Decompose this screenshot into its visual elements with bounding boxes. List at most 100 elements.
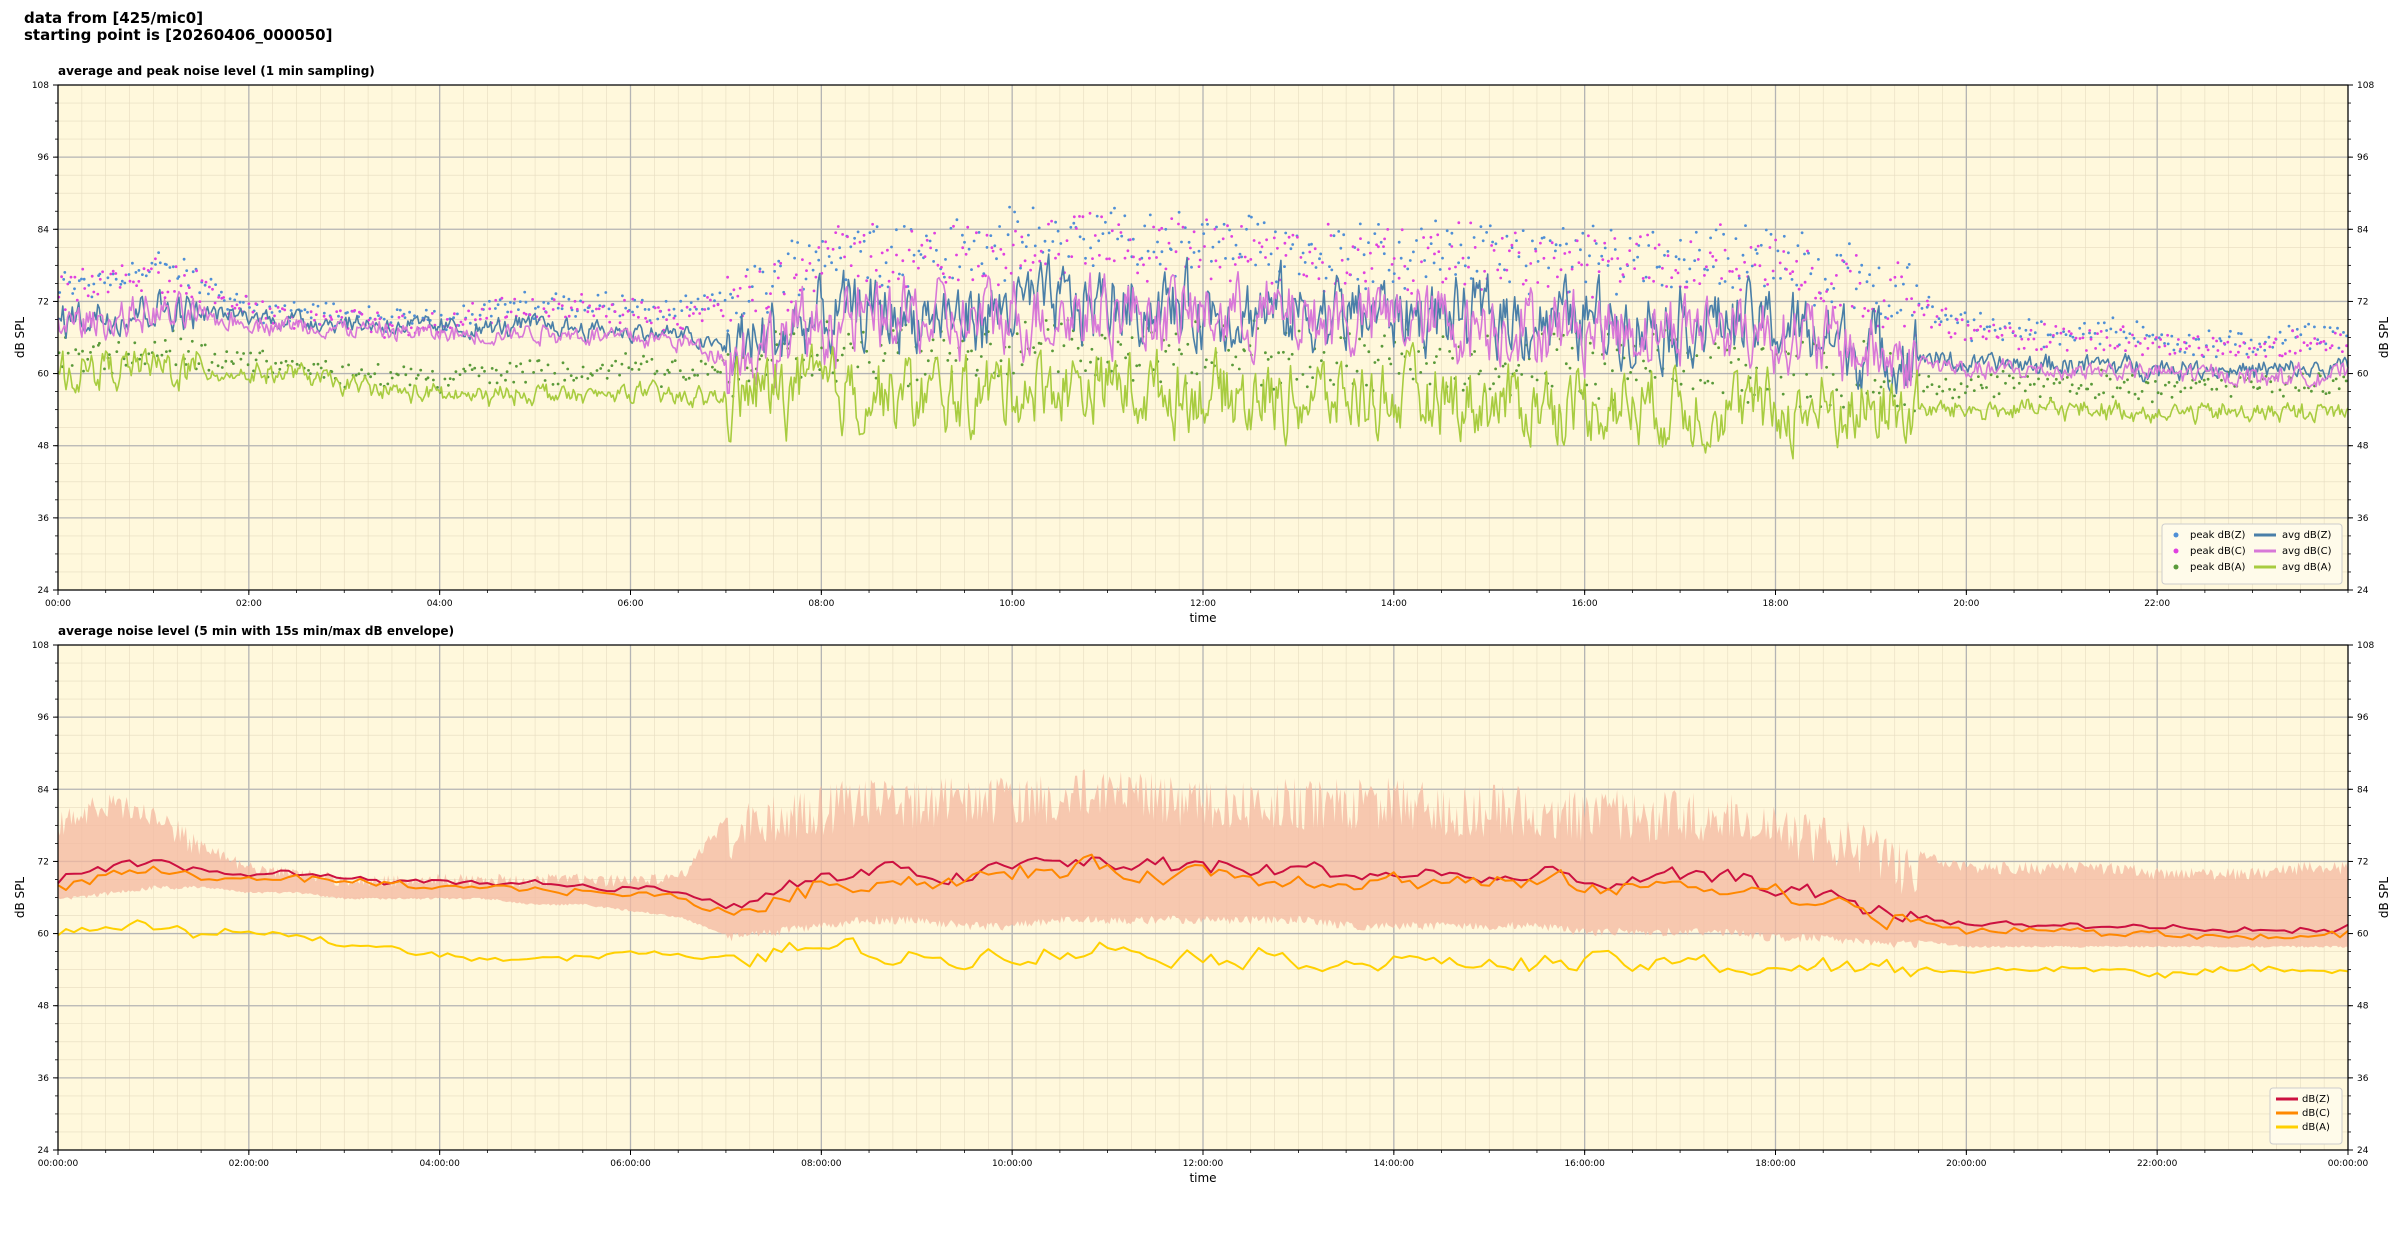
- data-point: [856, 230, 860, 234]
- data-point: [103, 367, 106, 371]
- data-point: [77, 279, 81, 283]
- data-point: [801, 258, 804, 261]
- data-point: [1563, 252, 1567, 255]
- data-point: [1499, 276, 1503, 280]
- data-point: [1935, 315, 1939, 318]
- data-point: [810, 373, 814, 377]
- data-point: [712, 304, 716, 308]
- data-point: [812, 289, 816, 293]
- data-point: [190, 295, 194, 299]
- data-point: [975, 368, 979, 372]
- data-point: [1739, 288, 1742, 292]
- data-1: [57, 205, 2349, 460]
- data-point: [1461, 256, 1465, 260]
- data-point: [566, 367, 570, 371]
- data-point: [160, 291, 164, 294]
- data-point: [1390, 263, 1394, 266]
- data-point: [818, 368, 822, 371]
- data-point: [2308, 347, 2312, 351]
- data-point: [944, 280, 948, 284]
- data-point: [1477, 372, 1481, 376]
- data-point: [636, 305, 639, 309]
- data-point: [1084, 369, 1087, 372]
- data-point: [1190, 265, 1193, 269]
- data-point: [792, 332, 796, 336]
- data-point: [1771, 269, 1775, 273]
- data-point: [179, 284, 183, 288]
- data-point: [958, 265, 962, 269]
- data-point: [2155, 336, 2158, 339]
- data-point: [745, 366, 749, 370]
- data-point: [2013, 334, 2017, 337]
- data-point: [1190, 371, 1194, 375]
- data-point: [2313, 337, 2317, 340]
- data-point: [746, 268, 749, 271]
- data-point: [831, 247, 835, 251]
- data-point: [2166, 333, 2170, 337]
- data-point: [580, 375, 584, 379]
- data-point: [1922, 389, 1925, 393]
- data-point: [639, 362, 643, 366]
- data-point: [1078, 235, 1082, 239]
- data-point: [213, 352, 217, 356]
- data-point: [70, 364, 74, 367]
- data-point: [2045, 345, 2048, 349]
- data-point: [1670, 276, 1674, 279]
- data-point: [2040, 320, 2043, 323]
- data-point: [1866, 309, 1870, 313]
- data-point: [2237, 350, 2240, 354]
- data-point: [339, 309, 342, 313]
- data-point: [1505, 234, 1509, 238]
- data-point: [1037, 226, 1041, 230]
- data-point: [478, 317, 482, 321]
- data-point: [153, 340, 157, 344]
- data-point: [2307, 322, 2311, 326]
- y-tick-label-right: 36: [2357, 514, 2369, 524]
- data-point: [2254, 353, 2258, 356]
- data-point: [1753, 263, 1757, 267]
- data-point: [1863, 307, 1867, 310]
- data-point: [1903, 324, 1906, 328]
- data-point: [666, 368, 670, 372]
- data-point: [1871, 390, 1875, 394]
- data-point: [289, 309, 293, 312]
- data-point: [1633, 267, 1636, 270]
- data-point: [1339, 246, 1343, 250]
- data-point: [2081, 336, 2085, 340]
- data-point: [1688, 267, 1692, 271]
- y-tick-label-right: 108: [2357, 641, 2374, 651]
- data-point: [1899, 308, 1903, 312]
- data-point: [2068, 389, 2072, 393]
- data-point: [679, 299, 683, 303]
- data-point: [2333, 331, 2337, 335]
- data-point: [2127, 341, 2131, 344]
- data-point: [910, 229, 914, 233]
- data-point: [793, 276, 796, 280]
- data-point: [1963, 311, 1967, 315]
- x-tick-label: 14:00: [1381, 599, 1407, 609]
- data-point: [1835, 388, 1839, 392]
- data-point: [2035, 348, 2038, 351]
- data-point: [1809, 272, 1813, 276]
- data-point: [2141, 353, 2144, 357]
- data-point: [2238, 344, 2242, 348]
- data-point: [2194, 381, 2198, 385]
- data-point: [1603, 246, 1607, 250]
- data-point: [187, 350, 190, 353]
- data-point: [413, 314, 416, 318]
- data-point: [1098, 253, 1101, 257]
- data-point: [2137, 397, 2140, 401]
- data-point: [467, 309, 470, 313]
- data-point: [591, 309, 594, 313]
- data-point: [2177, 338, 2180, 341]
- data-point: [1177, 210, 1181, 214]
- legend-box: [2269, 1087, 2343, 1145]
- data-point: [1555, 348, 1559, 351]
- data-point: [1461, 388, 1465, 392]
- data-point: [1817, 291, 1821, 294]
- x-tick-label: 04:00: [427, 599, 453, 609]
- data-point: [1015, 332, 1019, 336]
- data-point: [1345, 271, 1349, 275]
- data-point: [1469, 221, 1473, 225]
